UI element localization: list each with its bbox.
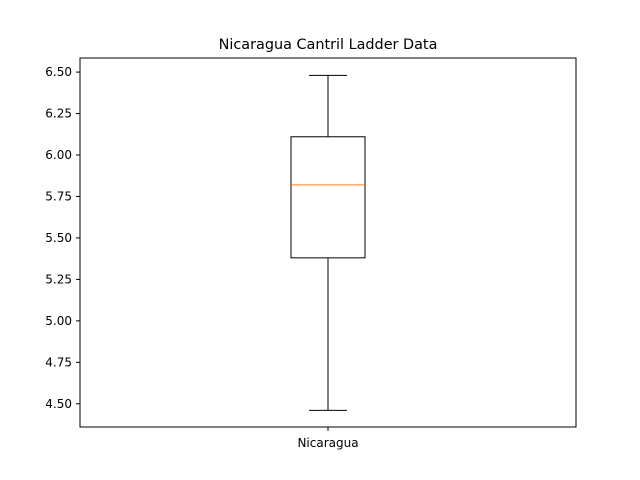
y-tick-label: 4.50: [45, 397, 72, 411]
plot-area: 4.50 4.75 5.00 5.25 5.50 5.75 6.00 6.25 6.50 Nica…: [45, 57, 577, 450]
chart-title: Nicaragua Cantril Ladder Data: [219, 37, 438, 53]
y-tick-label: 6.50: [45, 65, 72, 79]
y-tick-label: 5.25: [45, 272, 72, 286]
y-tick-label: 5.75: [45, 189, 72, 203]
y-tick-label: 6.00: [45, 148, 72, 162]
x-tick-label: Nicaragua: [297, 436, 358, 450]
box-iqr: [290, 136, 366, 259]
axes-frame: [79, 57, 577, 428]
y-tick-label: 5.00: [45, 314, 72, 328]
y-tick-label: 4.75: [45, 355, 72, 369]
y-tick-label: 5.50: [45, 231, 72, 245]
y-tick-label: 6.25: [45, 107, 72, 121]
